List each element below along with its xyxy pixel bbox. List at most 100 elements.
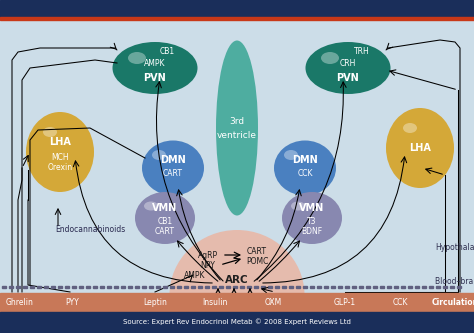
Ellipse shape — [274, 141, 336, 195]
Bar — [331, 286, 335, 288]
Text: Circulation: Circulation — [431, 298, 474, 307]
Bar — [191, 286, 195, 288]
Bar — [0, 17, 474, 20]
Ellipse shape — [306, 42, 391, 94]
Bar — [450, 286, 454, 288]
Bar — [282, 286, 286, 288]
Bar — [415, 286, 419, 288]
Text: Blood–brain barrier: Blood–brain barrier — [435, 277, 474, 286]
Ellipse shape — [112, 42, 198, 94]
Text: POMC: POMC — [246, 256, 268, 265]
Text: NPY: NPY — [201, 260, 216, 269]
Bar — [359, 286, 363, 288]
Bar — [9, 286, 13, 288]
Text: TRH: TRH — [354, 48, 370, 57]
Bar — [2, 286, 6, 288]
Bar — [310, 286, 314, 288]
Bar — [443, 286, 447, 288]
Text: Ghrelin: Ghrelin — [6, 298, 34, 307]
Text: Medscape®: Medscape® — [7, 4, 62, 13]
Bar — [401, 286, 405, 288]
Bar — [44, 286, 48, 288]
Text: Leptin: Leptin — [143, 298, 167, 307]
Ellipse shape — [284, 150, 298, 160]
Bar — [163, 286, 167, 288]
Bar — [268, 286, 272, 288]
Text: CART: CART — [247, 246, 267, 255]
Text: GLP-1: GLP-1 — [334, 298, 356, 307]
Bar — [86, 286, 90, 288]
Bar — [16, 286, 20, 288]
Bar — [51, 286, 55, 288]
Bar — [72, 286, 76, 288]
Text: CART: CART — [155, 226, 175, 235]
Text: AgRP: AgRP — [198, 250, 218, 259]
Bar — [429, 286, 433, 288]
Bar — [436, 286, 440, 288]
Bar — [394, 286, 398, 288]
Bar — [219, 286, 223, 288]
Text: Hypothalamus: Hypothalamus — [435, 243, 474, 252]
Bar — [457, 286, 461, 288]
Text: DMN: DMN — [292, 155, 318, 165]
Ellipse shape — [386, 108, 454, 188]
Text: VMN: VMN — [152, 203, 178, 213]
Ellipse shape — [291, 201, 305, 210]
Text: CB1: CB1 — [159, 48, 174, 57]
Text: OXM: OXM — [264, 298, 282, 307]
Text: VMN: VMN — [300, 203, 325, 213]
Bar — [177, 286, 181, 288]
Bar — [0, 312, 474, 333]
Bar — [184, 286, 188, 288]
Bar — [324, 286, 328, 288]
Text: LHA: LHA — [409, 143, 431, 153]
Bar — [135, 286, 139, 288]
Text: CART: CART — [163, 169, 183, 178]
Bar — [149, 286, 153, 288]
Text: AMPK: AMPK — [184, 270, 206, 279]
Bar — [37, 286, 41, 288]
Bar — [0, 293, 474, 312]
Bar — [93, 286, 97, 288]
Bar — [30, 286, 34, 288]
Text: PYY: PYY — [65, 298, 79, 307]
Bar — [198, 286, 202, 288]
Bar — [170, 286, 174, 288]
Bar — [352, 286, 356, 288]
Bar — [100, 286, 104, 288]
Bar — [240, 286, 244, 288]
Text: ARC: ARC — [225, 275, 249, 285]
Bar — [233, 286, 237, 288]
Ellipse shape — [43, 127, 57, 137]
Bar — [422, 286, 426, 288]
Bar — [303, 286, 307, 288]
Text: PVN: PVN — [144, 73, 166, 83]
Bar — [65, 286, 69, 288]
Ellipse shape — [128, 52, 146, 64]
Ellipse shape — [321, 52, 339, 64]
Bar — [296, 286, 300, 288]
Bar — [0, 0, 474, 17]
Bar — [142, 286, 146, 288]
Bar — [275, 286, 279, 288]
Bar — [366, 286, 370, 288]
Ellipse shape — [152, 150, 166, 160]
Ellipse shape — [144, 201, 158, 210]
Text: 3rd: 3rd — [229, 118, 245, 127]
Bar — [373, 286, 377, 288]
Text: CRH: CRH — [340, 60, 356, 69]
Bar — [345, 286, 349, 288]
Text: Insulin: Insulin — [202, 298, 228, 307]
Text: CCK: CCK — [297, 169, 313, 178]
Bar — [254, 286, 258, 288]
Text: CCK: CCK — [392, 298, 408, 307]
Ellipse shape — [135, 192, 195, 244]
Bar — [261, 286, 265, 288]
Text: T3: T3 — [307, 216, 317, 225]
Ellipse shape — [403, 123, 417, 133]
Bar — [79, 286, 83, 288]
Bar — [58, 286, 62, 288]
Ellipse shape — [142, 141, 204, 195]
Text: AMPK: AMPK — [144, 60, 166, 69]
Bar — [212, 286, 216, 288]
